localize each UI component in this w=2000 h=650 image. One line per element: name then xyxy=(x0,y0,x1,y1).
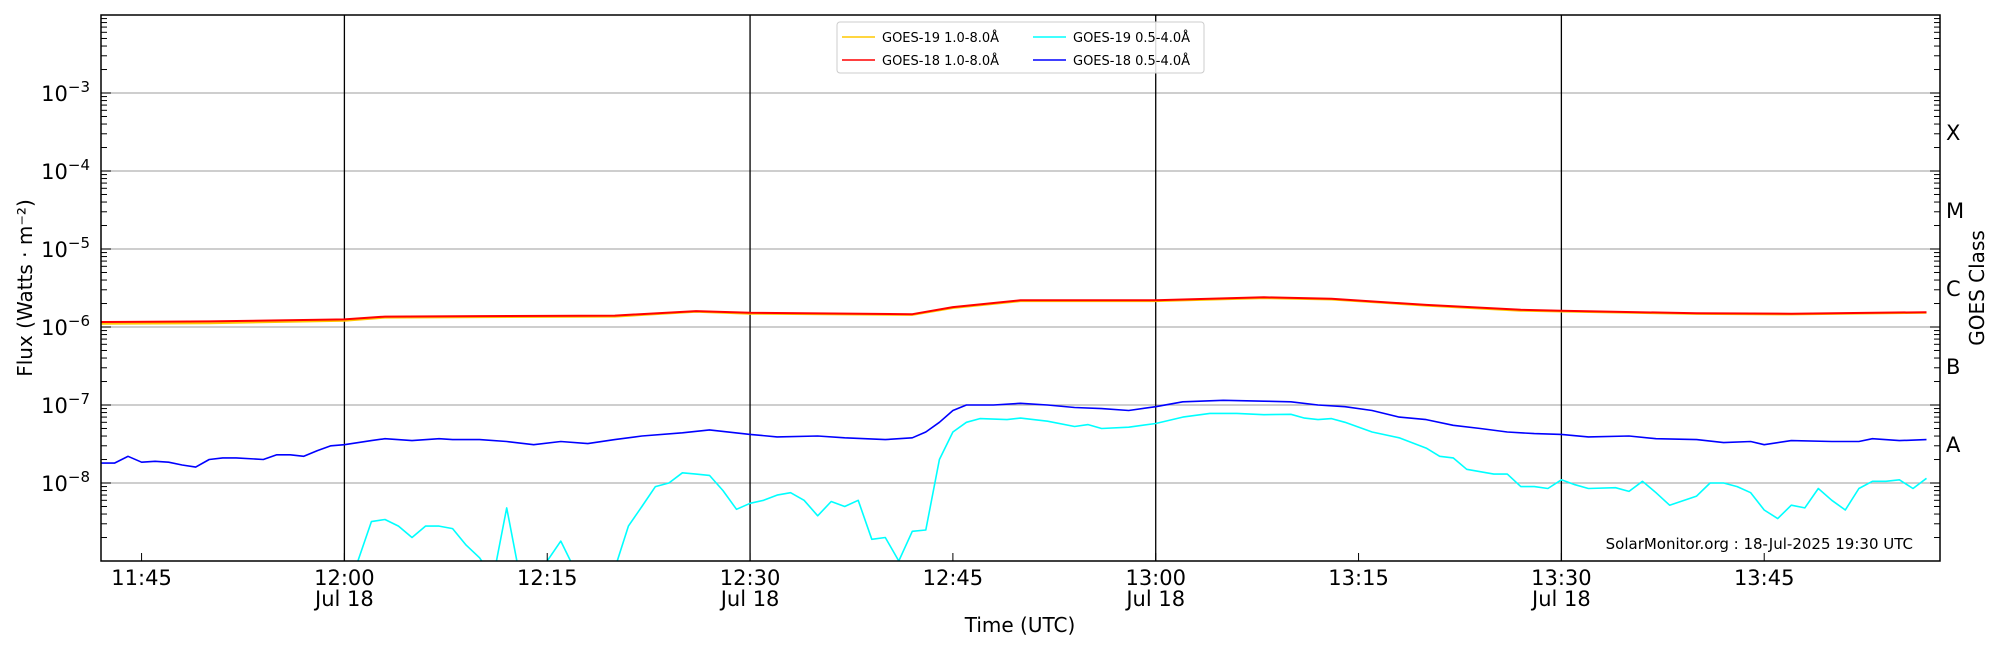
y-tick-label: 10−7 xyxy=(41,390,90,418)
y-axis-right-label: GOES Class xyxy=(1965,230,1989,346)
x-tick-label: 12:30 xyxy=(720,566,781,590)
x-tick-label: 12:00 xyxy=(314,566,375,590)
x-tick-date: Jul 18 xyxy=(1530,587,1591,611)
goes-class-label: C xyxy=(1946,277,1961,301)
y-tick-base: 10 xyxy=(41,82,68,106)
series-line-4 xyxy=(101,399,1927,468)
credit-text: SolarMonitor.org : 18-Jul-2025 19:30 UTC xyxy=(1606,535,1913,553)
y-tick-exponent: −8 xyxy=(68,468,90,486)
y-tick-exponent: −6 xyxy=(68,312,90,330)
x-tick-label: 13:30 xyxy=(1531,566,1592,590)
y-tick-exponent: −4 xyxy=(68,156,90,174)
legend-label: GOES-19 1.0-8.0Å xyxy=(882,30,999,46)
legend-box xyxy=(836,21,1205,74)
y-tick-label: 10−6 xyxy=(41,312,90,340)
x-tick-label: 13:45 xyxy=(1734,566,1795,590)
x-tick-label: 13:15 xyxy=(1328,566,1389,590)
x-tick-label: 12:15 xyxy=(517,566,578,590)
goes-class-label: A xyxy=(1946,433,1961,457)
x-tick-date: Jul 18 xyxy=(719,587,780,611)
y-tick-base: 10 xyxy=(41,472,68,496)
goes-class-label: B xyxy=(1946,355,1960,379)
grid-lines xyxy=(101,15,1940,561)
y-tick-exponent: −7 xyxy=(68,390,90,408)
x-tick-label: 11:45 xyxy=(111,566,172,590)
goes-class-label: M xyxy=(1946,199,1964,223)
y-axis-label: Flux (Watts · m⁻²) xyxy=(13,199,37,377)
y-tick-label: 10−8 xyxy=(41,468,90,496)
x-tick-date: Jul 18 xyxy=(1124,587,1185,611)
legend-label: GOES-18 0.5-4.0Å xyxy=(1073,53,1190,69)
legend: GOES-19 1.0-8.0Å GOES-18 1.0-8.0Å GOES-19 … xyxy=(836,21,1205,74)
series-line-2 xyxy=(101,296,1927,323)
data-series xyxy=(101,296,1927,561)
y-tick-label: 10−4 xyxy=(41,156,90,184)
x-axis-label: Time (UTC) xyxy=(964,613,1076,637)
axis-ticks xyxy=(101,18,1940,562)
y-tick-exponent: −5 xyxy=(68,234,90,252)
series-line-3 xyxy=(356,412,1927,561)
y-tick-base: 10 xyxy=(41,394,68,418)
x-tick-date: Jul 18 xyxy=(313,587,374,611)
y-tick-base: 10 xyxy=(41,316,68,340)
legend-label: GOES-19 0.5-4.0Å xyxy=(1073,30,1190,46)
legend-label: GOES-18 1.0-8.0Å xyxy=(882,53,999,69)
x-tick-label: 12:45 xyxy=(923,566,984,590)
goes-class-label: X xyxy=(1946,121,1960,145)
y-tick-exponent: −3 xyxy=(68,78,90,96)
y-tick-base: 10 xyxy=(41,160,68,184)
plot-frame xyxy=(100,14,1941,562)
x-tick-label: 13:00 xyxy=(1125,566,1186,590)
y-tick-base: 10 xyxy=(41,238,68,262)
y-tick-label: 10−3 xyxy=(41,78,90,106)
y-tick-label: 10−5 xyxy=(41,234,90,262)
